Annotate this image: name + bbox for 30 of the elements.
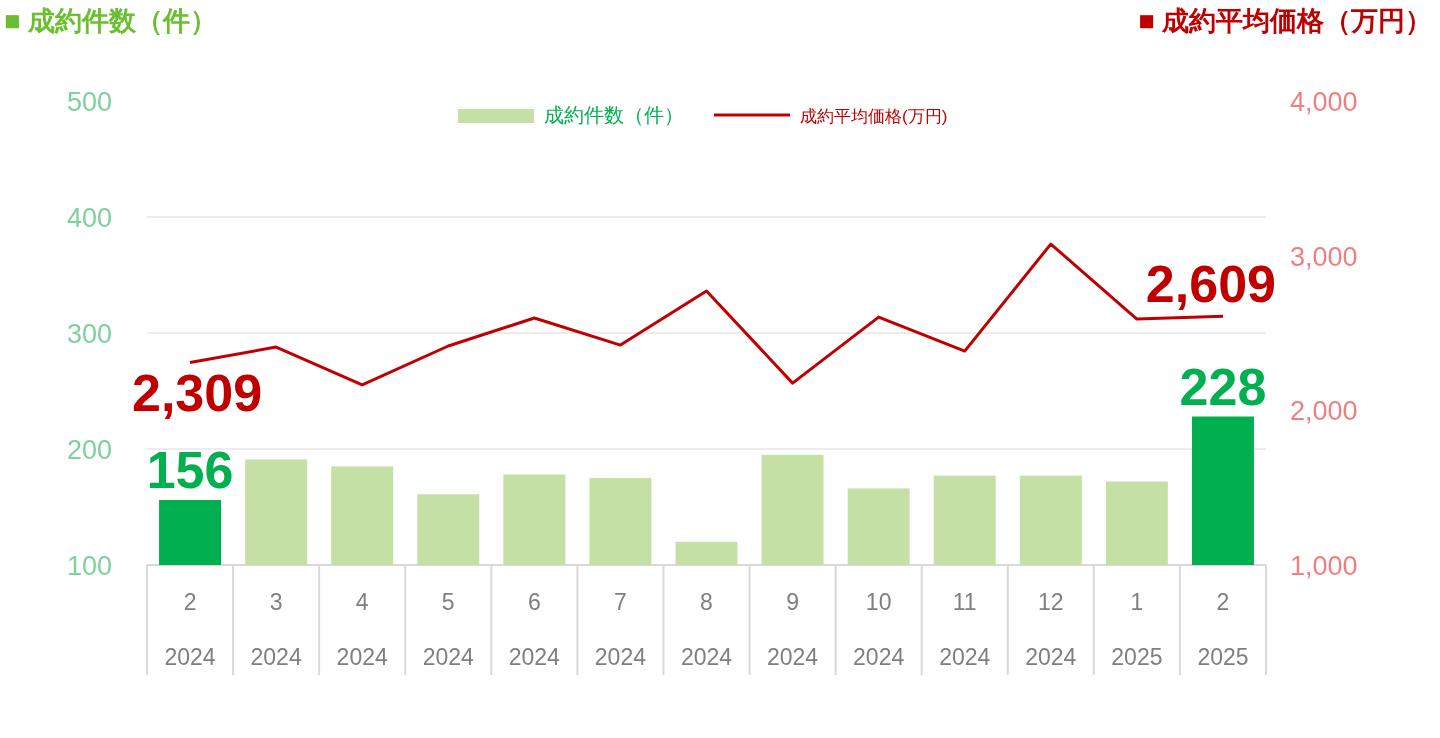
data-label: 2,609 xyxy=(1145,255,1276,314)
category-label: 8 2024 xyxy=(680,589,733,670)
category-label: 7 2024 xyxy=(594,589,647,670)
category-label: 2 2024 xyxy=(164,589,216,670)
y2-tick-label: 2,000 xyxy=(1290,396,1358,427)
category-label: 2 2025 xyxy=(1197,589,1249,670)
y-tick-label: 300 xyxy=(66,319,112,349)
category-label: 5 2024 xyxy=(422,589,474,670)
data-label: 156 xyxy=(146,441,234,500)
category-label: 6 2024 xyxy=(508,589,560,670)
y-tick-label: 500 xyxy=(66,87,112,117)
y-tick-label: 200 xyxy=(66,435,112,465)
y2-tick-label: 4,000 xyxy=(1290,87,1358,117)
y-axis-title: ■ 成約件数（件） xyxy=(4,6,217,36)
y2-axis-title: ■ 成約平均価格（万円） xyxy=(1138,6,1432,36)
category-label: 1 2025 xyxy=(1111,589,1163,670)
data-label: 2,309 xyxy=(132,363,263,422)
category-label: 9 2024 xyxy=(766,589,819,670)
legend-label: 成約件数（件） xyxy=(544,104,684,126)
y2-tick-label: 3,000 xyxy=(1290,241,1358,272)
y2-tick-label: 1,000 xyxy=(1290,551,1358,581)
category-label: 3 2024 xyxy=(250,589,302,670)
y-tick-label: 400 xyxy=(66,203,112,233)
category-label: 11 2024 xyxy=(939,589,991,670)
category-label: 12 2024 xyxy=(1025,589,1077,670)
y-tick-label: 100 xyxy=(66,551,112,581)
data-label: 228 xyxy=(1179,357,1267,416)
legend-label: 成約平均価格(万円) xyxy=(800,107,948,126)
category-label: 10 2024 xyxy=(853,589,905,670)
category-label: 4 2024 xyxy=(336,589,388,670)
